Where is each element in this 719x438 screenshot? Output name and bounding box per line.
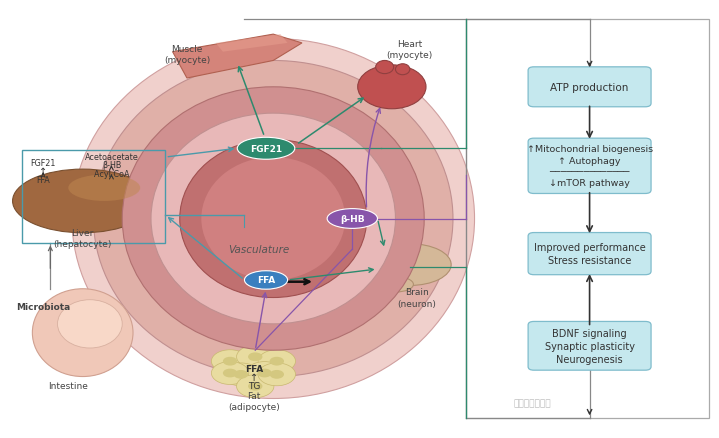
Polygon shape [216,35,288,53]
Ellipse shape [375,61,394,74]
Text: Acetoacetate: Acetoacetate [85,152,138,161]
Text: FFA: FFA [257,276,275,285]
Text: FFA: FFA [244,364,263,373]
Circle shape [258,363,296,386]
Ellipse shape [327,209,377,229]
Circle shape [270,370,284,379]
Circle shape [223,357,237,366]
Circle shape [248,382,262,391]
Ellipse shape [201,158,345,280]
Circle shape [211,362,249,385]
Text: Improved performance
Stress resistance: Improved performance Stress resistance [533,243,646,265]
Ellipse shape [395,64,410,75]
Ellipse shape [68,175,140,201]
Text: FGF21: FGF21 [250,145,282,153]
Text: TG: TG [247,381,260,390]
Circle shape [270,357,284,366]
Text: ↑Mitochondrial biogenesis
↑ Autophagy
──────────────
↓mTOR pathway: ↑Mitochondrial biogenesis ↑ Autophagy ──… [526,145,653,188]
Ellipse shape [180,140,367,298]
Ellipse shape [32,289,133,377]
Text: 中国生物技术网: 中国生物技术网 [513,399,551,407]
Ellipse shape [244,271,288,290]
FancyBboxPatch shape [528,233,651,275]
Ellipse shape [58,300,122,348]
Ellipse shape [237,138,295,160]
Text: Intestine: Intestine [48,381,88,390]
FancyBboxPatch shape [528,67,651,107]
Text: ↑: ↑ [249,373,258,382]
Text: β-HB: β-HB [340,215,365,223]
Text: Muscle
(myocyte): Muscle (myocyte) [164,45,210,65]
FancyBboxPatch shape [528,321,651,371]
Text: Heart
(myocyte): Heart (myocyte) [387,40,433,60]
Ellipse shape [368,244,452,286]
Ellipse shape [12,170,153,233]
Circle shape [258,350,296,373]
Ellipse shape [72,39,475,399]
Circle shape [234,370,248,379]
Circle shape [246,362,283,385]
Text: Vasculature: Vasculature [228,245,290,254]
Polygon shape [173,35,302,79]
Circle shape [222,363,260,386]
Circle shape [237,346,274,368]
Text: Fat
(adipocyte): Fat (adipocyte) [228,391,280,411]
Text: FFA: FFA [36,176,50,185]
Text: Brain
(neuron): Brain (neuron) [398,288,436,308]
Text: ATP production: ATP production [550,83,629,92]
Ellipse shape [357,66,426,110]
Text: Acyl CoA: Acyl CoA [93,170,129,179]
Text: BDNF signaling
Synaptic plasticity
Neurogenesis: BDNF signaling Synaptic plasticity Neuro… [544,328,635,364]
Ellipse shape [93,61,453,377]
Text: Microbiota: Microbiota [16,302,70,311]
Ellipse shape [377,277,413,293]
Text: β-HB: β-HB [102,161,121,170]
Circle shape [211,350,249,373]
Ellipse shape [122,88,424,350]
Circle shape [248,353,262,361]
Circle shape [257,369,272,378]
Ellipse shape [151,114,395,324]
Circle shape [237,375,274,398]
Text: FGF21: FGF21 [30,159,56,167]
FancyBboxPatch shape [528,139,651,194]
Circle shape [223,369,237,378]
Text: Liver
(hepatocyte): Liver (hepatocyte) [53,229,112,249]
Text: ↑: ↑ [39,167,47,177]
